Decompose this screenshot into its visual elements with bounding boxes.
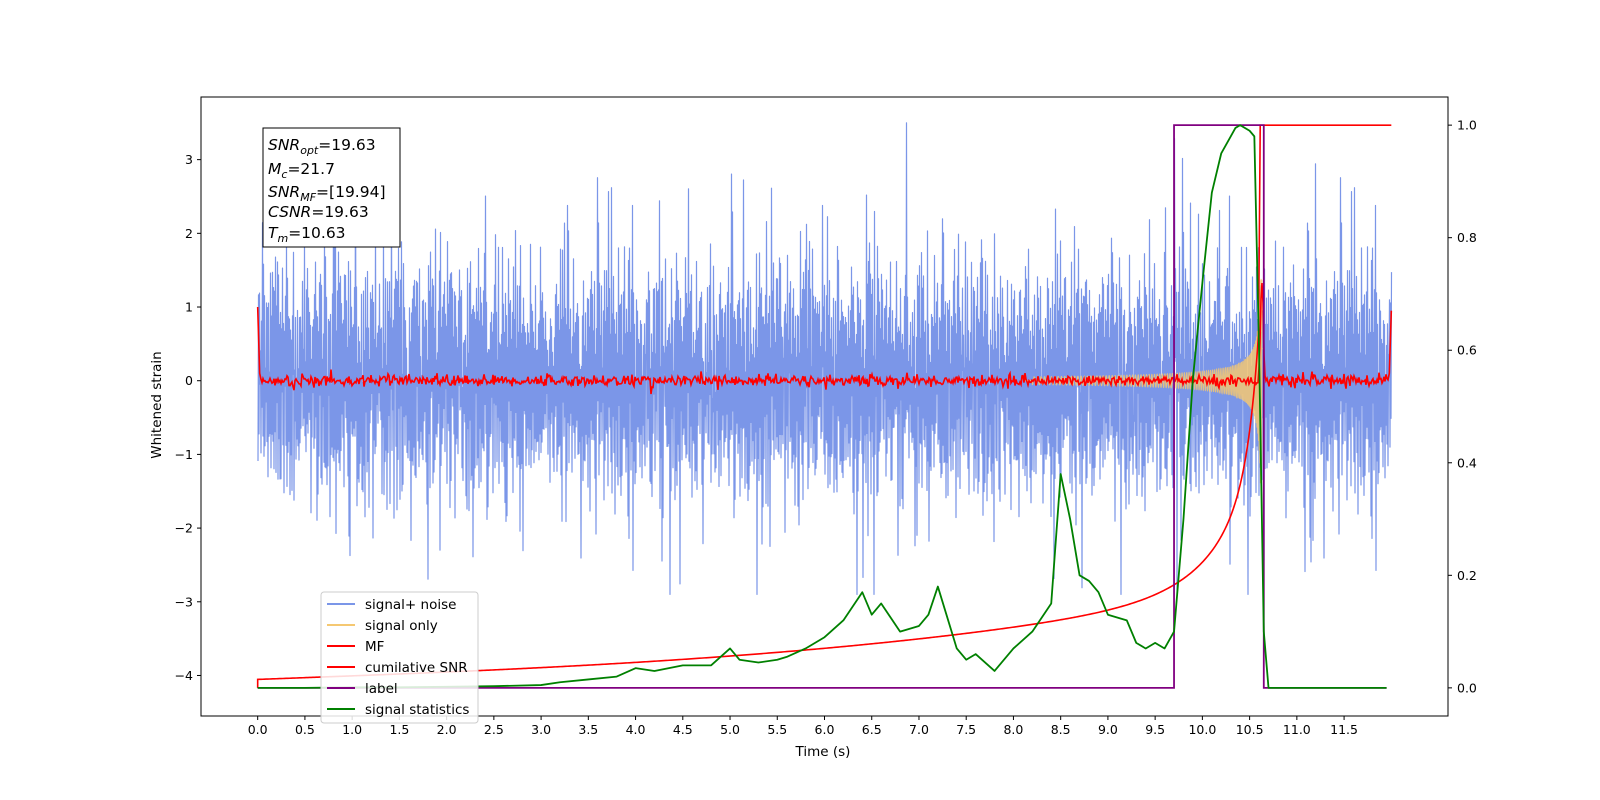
legend-label: signal+ noise xyxy=(365,597,456,613)
y-tick-label: 2 xyxy=(185,226,193,241)
legend-item: MF xyxy=(327,639,384,655)
y2-tick-label: 0.8 xyxy=(1457,230,1477,245)
info-tm: Tm=10.63 xyxy=(268,224,346,245)
legend-item: signal+ noise xyxy=(327,597,456,613)
x-tick-label: 8.5 xyxy=(1051,722,1071,737)
x-tick-label: 1.5 xyxy=(389,722,409,737)
y-axis-left: 3 2 1 0 −1 −2 −3 −4 xyxy=(175,152,201,683)
x-tick-label: 4.5 xyxy=(673,722,693,737)
legend-label: cumilative SNR xyxy=(365,660,468,676)
x-tick-label: 4.0 xyxy=(626,722,646,737)
x-tick-label: 7.5 xyxy=(956,722,976,737)
y-tick-label: −2 xyxy=(175,521,193,536)
legend-item: cumilative SNR xyxy=(327,660,468,676)
y2-tick-label: 0.2 xyxy=(1457,568,1477,583)
legend-label: signal statistics xyxy=(365,702,469,718)
x-tick-label: 1.0 xyxy=(342,722,362,737)
y-tick-label: −4 xyxy=(175,668,193,683)
x-tick-label: 2.0 xyxy=(437,722,457,737)
x-tick-label: 6.0 xyxy=(815,722,835,737)
x-tick-label: 0.5 xyxy=(295,722,315,737)
y-axis-label: Whitened strain xyxy=(149,351,165,458)
info-snr-mf: SNRMF=[19.94] xyxy=(268,183,386,204)
legend-item: signal statistics xyxy=(327,702,469,718)
x-tick-label: 6.5 xyxy=(862,722,882,737)
y-tick-label: −1 xyxy=(175,447,193,462)
x-tick-label: 5.0 xyxy=(720,722,740,737)
y2-tick-label: 1.0 xyxy=(1457,118,1477,133)
series-mf-line xyxy=(256,283,1393,395)
x-tick-label: 7.0 xyxy=(909,722,929,737)
series-signal-only-line xyxy=(1022,278,1265,484)
series-signal-statistics-line xyxy=(257,124,1387,689)
y-tick-label: 0 xyxy=(185,373,193,388)
legend-label: label xyxy=(365,681,398,697)
y2-tick-label: 0.0 xyxy=(1457,680,1477,695)
x-tick-label: 9.5 xyxy=(1145,722,1165,737)
y2-tick-label: 0.4 xyxy=(1457,455,1477,470)
info-csnr: CSNR=19.63 xyxy=(268,203,369,221)
x-tick-label: 3.0 xyxy=(531,722,551,737)
x-tick-label: 11.5 xyxy=(1330,722,1358,737)
legend-item: label xyxy=(327,681,398,697)
legend-item: signal only xyxy=(327,618,438,634)
legend-label: MF xyxy=(365,639,384,655)
x-tick-label: 10.0 xyxy=(1188,722,1216,737)
x-tick-label: 3.5 xyxy=(578,722,598,737)
y-axis-right: 1.0 0.8 0.6 0.4 0.2 0.0 xyxy=(1448,118,1477,695)
x-axis-label: Time (s) xyxy=(795,744,851,760)
y-tick-label: 3 xyxy=(185,152,193,167)
y-tick-label: −3 xyxy=(175,594,193,609)
info-box: SNRopt=19.63 Mc=21.7 SNRMF=[19.94] CSNR=… xyxy=(262,127,401,248)
legend-frame xyxy=(320,591,479,724)
legend: signal+ noise signal only MF cumilative … xyxy=(320,591,479,724)
x-tick-label: 0.0 xyxy=(248,722,268,737)
info-snr-opt: SNRopt=19.63 xyxy=(268,136,376,157)
x-tick-label: 11.0 xyxy=(1283,722,1311,737)
info-mc: Mc=21.7 xyxy=(268,160,335,181)
y2-tick-label: 0.6 xyxy=(1457,343,1477,358)
x-tick-label: 5.5 xyxy=(767,722,787,737)
x-axis: 0.0 0.5 1.0 1.5 2.0 2.5 3.0 3.5 4.0 4.5 5.0 5.5 6.0 6… xyxy=(248,716,1358,737)
x-tick-label: 10.5 xyxy=(1236,722,1264,737)
legend-label: signal only xyxy=(365,618,438,634)
x-tick-label: 9.0 xyxy=(1098,722,1118,737)
x-tick-label: 2.5 xyxy=(484,722,504,737)
info-box-frame xyxy=(262,127,401,248)
y-tick-label: 1 xyxy=(185,300,193,315)
x-tick-label: 8.0 xyxy=(1003,722,1023,737)
